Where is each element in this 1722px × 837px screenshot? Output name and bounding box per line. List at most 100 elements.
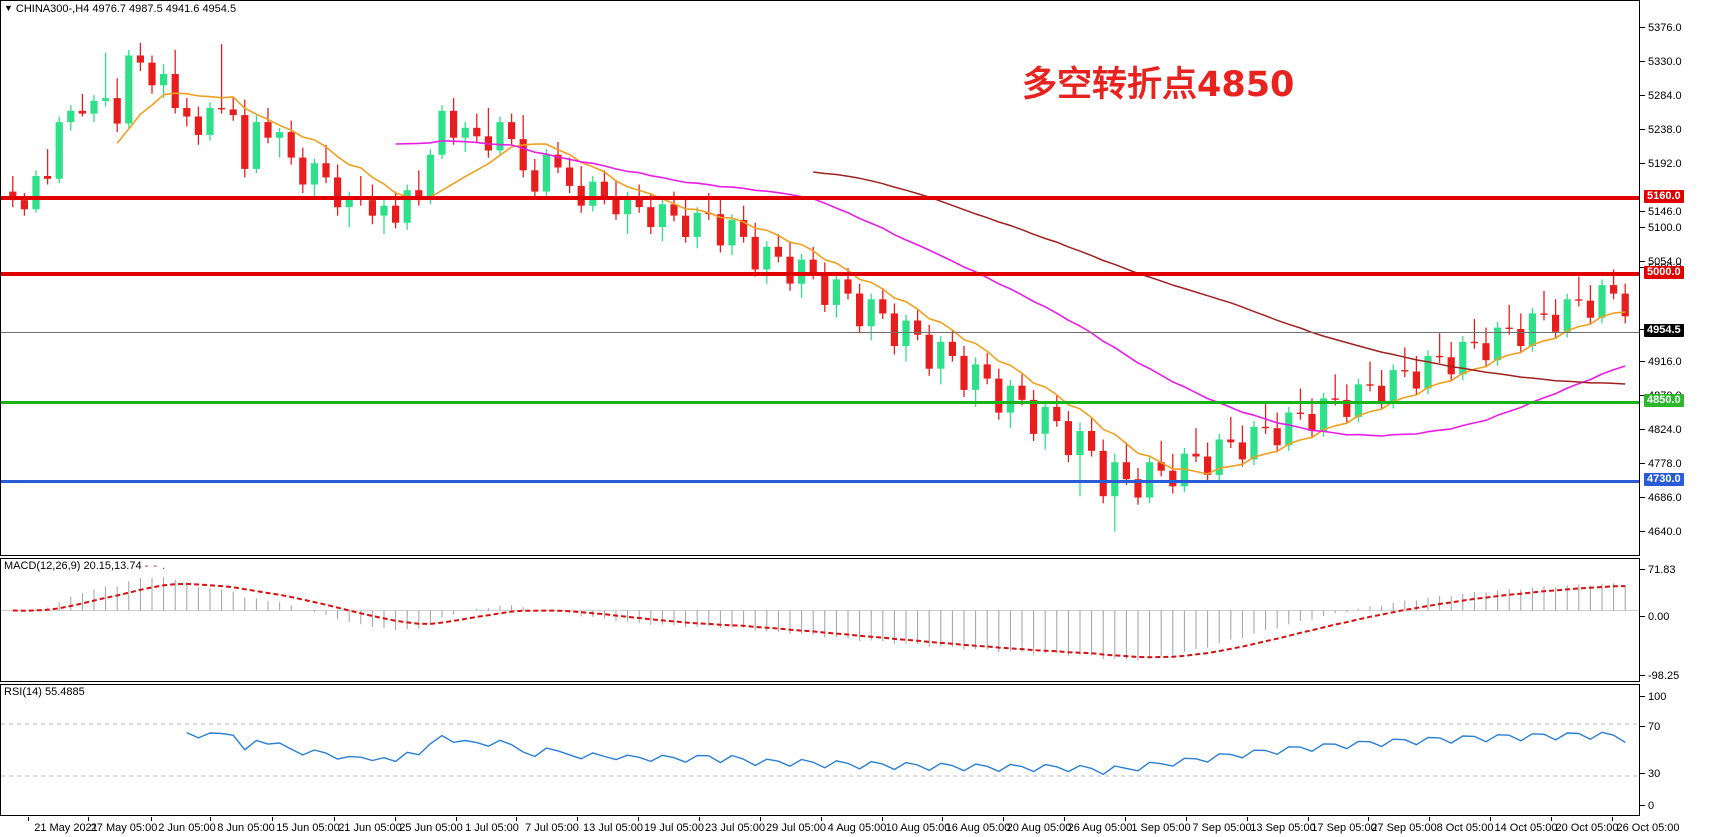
time-tick-label: 8 Oct 05:00	[1436, 822, 1494, 834]
time-tick	[1551, 817, 1552, 821]
rsi-plot-area[interactable]	[1, 685, 1639, 815]
time-tick	[88, 817, 89, 821]
price-tick: 5192.0	[1640, 158, 1722, 170]
time-tick-label: 25 Jun 05:00	[399, 822, 463, 834]
macd-panel[interactable]: MACD(12,26,9) 20.15,13.74 - - .	[0, 558, 1640, 682]
time-tick	[699, 817, 700, 821]
time-tick-label: 26 Oct 05:00	[1616, 822, 1680, 834]
time-tick	[456, 817, 457, 821]
indicator-tick: 71.83	[1640, 564, 1722, 576]
price-level-badge[interactable]: 4954.5	[1644, 324, 1684, 337]
time-tick	[1064, 817, 1065, 821]
price-level-badge[interactable]: 4850.0	[1644, 394, 1684, 407]
time-tick	[1247, 817, 1248, 821]
indicator-tick-label: 0	[1648, 800, 1655, 812]
price-level-badge[interactable]: 5160.0	[1644, 190, 1684, 203]
price-plot-area[interactable]	[1, 1, 1639, 555]
tick-mark	[1640, 267, 1645, 268]
indicator-tick: 0.00	[1640, 611, 1722, 623]
price-tick-label: 5284.0	[1648, 90, 1682, 102]
price-tick-label: 5146.0	[1648, 206, 1682, 218]
price-level-badge[interactable]: 5000.0	[1644, 266, 1684, 279]
tick-mark	[1640, 429, 1645, 430]
time-tick-label: 1 Sep 05:00	[1131, 822, 1191, 834]
price-tick-label: 4916.0	[1648, 356, 1682, 368]
tick-mark	[1640, 696, 1645, 697]
price-scale-axis[interactable]: 5376.0 5330.0 5284.0 5238.0 5192.0 5146.0 5100…	[1640, 0, 1722, 837]
time-tick	[272, 817, 273, 821]
time-axis[interactable]: 21 May 2021 27 May 05:00 2 Jun 05:00 8 Jun …	[0, 817, 1722, 837]
time-tick-label: 13 Sep 05:00	[1250, 822, 1316, 834]
price-level-badge[interactable]: 4730.0	[1644, 473, 1684, 486]
time-tick	[395, 817, 396, 821]
tick-mark	[1640, 361, 1645, 362]
macd-plot-area[interactable]	[1, 559, 1639, 681]
price-tick-label: 4686.0	[1648, 492, 1682, 504]
tick-mark	[1640, 211, 1645, 212]
time-tick	[1490, 817, 1491, 821]
price-tick: 5376.0	[1640, 22, 1722, 34]
price-tick: 5238.0	[1640, 124, 1722, 136]
level-line-pivot-4850[interactable]	[1, 401, 1639, 404]
price-tick: 4778.0	[1640, 458, 1722, 470]
level-line-support-4730[interactable]	[1, 480, 1639, 483]
tick-mark	[1640, 773, 1645, 774]
price-tick: 5330.0	[1640, 56, 1722, 68]
tick-mark	[1640, 95, 1645, 96]
level-line-resistance-5000[interactable]	[1, 272, 1639, 276]
price-chart-panel[interactable]: ▼ CHINA300-,H4 4976.7 4987.5 4941.6 4954.…	[0, 0, 1640, 556]
time-tick-label: 20 Aug 05:00	[1006, 822, 1072, 834]
tick-mark	[1640, 497, 1645, 498]
tick-mark	[1640, 61, 1645, 62]
price-tick: 4686.0	[1640, 492, 1722, 504]
price-tick: 5284.0	[1640, 90, 1722, 102]
tick-mark	[1640, 805, 1645, 806]
time-tick	[1186, 817, 1187, 821]
tick-mark	[1640, 329, 1645, 330]
indicator-tick: -98.25	[1640, 670, 1722, 682]
rsi-header: RSI(14) 55.4885	[4, 686, 85, 699]
level-line-resistance-5160[interactable]	[1, 196, 1639, 200]
macd-header-label: MACD(12,26,9) 20.15,13.74	[4, 560, 142, 572]
time-tick	[1125, 817, 1126, 821]
time-tick-label: 27 Sep 05:00	[1371, 822, 1437, 834]
time-tick	[882, 817, 883, 821]
time-tick-label: 4 Aug 05:00	[827, 822, 887, 834]
tick-mark	[1640, 616, 1645, 617]
time-tick-label: 7 Jul 05:00	[525, 822, 579, 834]
time-tick	[1308, 817, 1309, 821]
tick-mark	[1640, 675, 1645, 676]
symbol-header: ▼ CHINA300-,H4 4976.7 4987.5 4941.6 4954.…	[4, 2, 236, 16]
time-tick	[516, 817, 517, 821]
tick-mark	[1640, 395, 1645, 396]
macd-dash-glyph: - - .	[144, 560, 167, 572]
time-tick-label: 10 Aug 05:00	[885, 822, 951, 834]
rsi-panel[interactable]: RSI(14) 55.4885	[0, 684, 1640, 816]
time-tick	[1429, 817, 1430, 821]
price-tick-label: 4640.0	[1648, 526, 1682, 538]
indicator-tick: 100	[1640, 691, 1722, 703]
level-line-current-price-4954[interactable]	[1, 332, 1639, 333]
indicator-tick: 70	[1640, 721, 1722, 733]
rsi-header-label: RSI(14) 55.4885	[4, 686, 85, 698]
time-tick-label: 21 May 2021	[34, 822, 98, 834]
symbol-ohlc-label: CHINA300-,H4 4976.7 4987.5 4941.6 4954.5	[15, 3, 237, 15]
collapse-arrow-icon[interactable]: ▼	[4, 3, 13, 13]
time-tick-label: 14 Oct 05:00	[1494, 822, 1558, 834]
time-tick	[821, 817, 822, 821]
time-tick-label: 27 May 05:00	[90, 822, 158, 834]
time-tick-label: 2 Jun 05:00	[158, 822, 216, 834]
time-tick-label: 13 Jul 05:00	[583, 822, 643, 834]
price-tick-label: 5100.0	[1648, 222, 1682, 234]
price-tick: 4640.0	[1640, 526, 1722, 538]
indicator-tick: 0	[1640, 800, 1722, 812]
time-tick-label: 23 Jul 05:00	[705, 822, 765, 834]
tick-mark	[1640, 163, 1645, 164]
tick-mark	[1640, 261, 1645, 262]
time-tick-label: 17 Sep 05:00	[1311, 822, 1377, 834]
price-tick-label: 4824.0	[1648, 424, 1682, 436]
time-tick-label: 15 Jun 05:00	[276, 822, 340, 834]
price-tick-label: 5192.0	[1648, 158, 1682, 170]
time-tick	[28, 817, 29, 821]
time-tick-label: 21 Jun 05:00	[338, 822, 402, 834]
